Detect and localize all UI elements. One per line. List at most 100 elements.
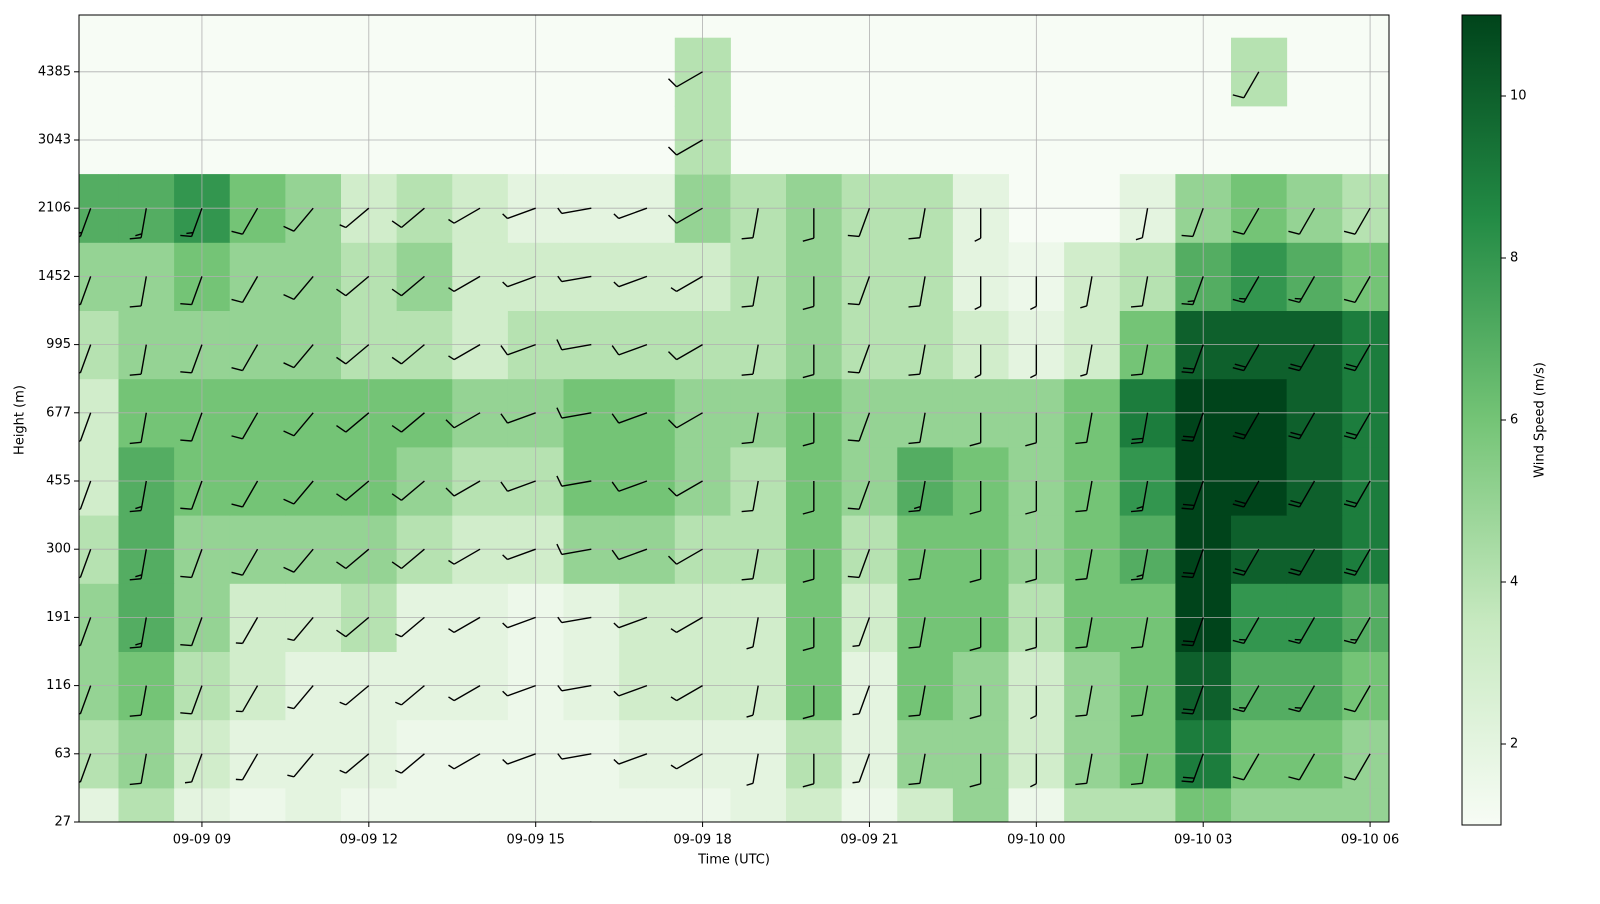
- wind-barb: [336, 616, 370, 638]
- colorbar-tick-label: 4: [1510, 575, 1518, 590]
- wind-barb: [1288, 207, 1316, 235]
- speed-cell: [730, 787, 787, 822]
- wind-barb: [1232, 617, 1260, 645]
- wind-barb: [741, 549, 759, 581]
- wind-barb: [180, 617, 203, 647]
- y-tick-label: 27: [54, 815, 71, 830]
- wind-barb: [908, 208, 926, 240]
- wind-barb: [802, 617, 815, 652]
- wind-barb: [908, 549, 926, 581]
- axes: 09-09 09 09-09 12 09-09 15 09-09 18 09-09 21…: [38, 64, 1527, 847]
- wind-barb: [847, 480, 871, 510]
- y-axis-label: Height (m): [13, 385, 28, 455]
- wind-barb: [1343, 344, 1371, 372]
- wind-barb: [502, 684, 536, 697]
- wind-barb: [1130, 753, 1149, 786]
- wind-barb: [448, 753, 481, 770]
- wind-barb: [1075, 549, 1093, 581]
- wind-barb: [1232, 480, 1260, 508]
- wind-barb: [445, 480, 481, 497]
- wind-barb: [802, 549, 815, 583]
- wind-barb: [1130, 412, 1149, 445]
- y-tick-label: 1452: [38, 269, 71, 284]
- wind-barb: [180, 412, 203, 442]
- wind-barb: [847, 276, 871, 306]
- y-tick-label: 191: [46, 610, 71, 625]
- wind-barb: [336, 275, 370, 297]
- y-tick-label: 995: [46, 337, 71, 352]
- wind-barb: [283, 548, 314, 573]
- wind-barb: [741, 412, 759, 445]
- wind-barb: [339, 685, 370, 706]
- wind-barb: [448, 343, 481, 361]
- speed-cell: [1342, 787, 1389, 822]
- wind-barb: [283, 275, 314, 301]
- wind-barb: [391, 275, 425, 297]
- wind-barb: [1030, 276, 1038, 311]
- wind-barb: [969, 617, 982, 652]
- speed-cell: [285, 787, 342, 822]
- wind-barb: [391, 548, 425, 570]
- wind-barb: [852, 685, 871, 716]
- wind-barb: [180, 276, 203, 306]
- wind-barb: [741, 276, 759, 308]
- wind-barb: [908, 685, 926, 717]
- wind-barb: [145, 821, 147, 822]
- wind-barb: [79, 685, 92, 715]
- speed-cell: [1231, 787, 1288, 822]
- wind-barb: [287, 685, 314, 710]
- wind-barb: [339, 753, 370, 774]
- wind-barb: [802, 208, 815, 242]
- x-tick-label: 09-09 21: [840, 833, 898, 848]
- wind-barb: [556, 475, 592, 487]
- wind-barb: [670, 753, 703, 770]
- wind-barb: [423, 821, 425, 822]
- wind-barb: [448, 616, 481, 634]
- wind-barb: [79, 548, 92, 579]
- wind-barb: [1075, 685, 1093, 717]
- wind-barb: [802, 276, 815, 311]
- wind-barb: [1232, 276, 1260, 304]
- wind-barb: [644, 821, 647, 822]
- x-tick-label: 09-09 18: [673, 833, 731, 848]
- wind-barb: [129, 753, 147, 786]
- wind-barb: [1288, 344, 1316, 372]
- wind-barb: [1181, 412, 1204, 442]
- wind-barb: [557, 684, 592, 692]
- speed-cell: [897, 787, 954, 822]
- wind-barb: [336, 344, 370, 365]
- x-tick-label: 09-09 15: [506, 833, 564, 848]
- wind-barb: [180, 207, 203, 238]
- wind-barb: [847, 412, 871, 442]
- wind-barb: [283, 480, 314, 505]
- wind-barb: [129, 344, 147, 376]
- wind-barb: [283, 412, 314, 437]
- wind-barb: [448, 684, 481, 702]
- wind-barb: [1075, 480, 1093, 513]
- wind-barb: [336, 480, 370, 501]
- wind-barb: [808, 822, 814, 855]
- wind-barb: [908, 412, 926, 445]
- wind-barb: [670, 616, 703, 634]
- wind-barb: [1232, 344, 1260, 372]
- wind-barb: [974, 344, 982, 379]
- wind-barb: [1288, 753, 1316, 781]
- wind-barb: [231, 548, 259, 576]
- wind-barb: [557, 616, 592, 624]
- speed-cell: [396, 787, 453, 822]
- wind-barb: [670, 275, 703, 293]
- wind-barb: [287, 616, 314, 642]
- wind-barb: [1288, 548, 1316, 576]
- wind-barb: [79, 344, 92, 374]
- wind-barb: [667, 412, 703, 429]
- wind-barb: [908, 480, 926, 513]
- wind-barb: [557, 753, 592, 760]
- wind-barb: [611, 412, 648, 424]
- colorbar-label: Wind Speed (m/s): [1533, 362, 1548, 478]
- wind-barb: [1288, 412, 1316, 440]
- wind-barb: [1025, 412, 1038, 447]
- wind-barb: [180, 548, 203, 579]
- y-tick-label: 63: [54, 746, 71, 761]
- colorbar-tick-label: 2: [1510, 737, 1518, 752]
